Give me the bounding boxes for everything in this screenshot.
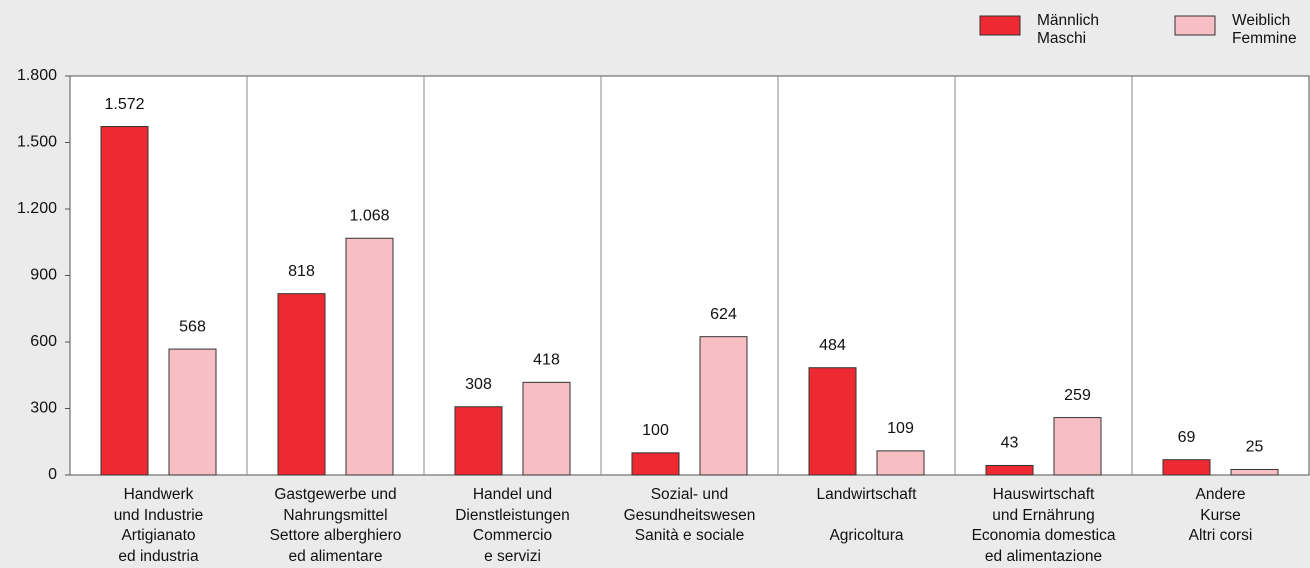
x-tick-label: Artigianato ed industria	[118, 527, 199, 565]
x-tick-label: Gastgewerbe und Nahrungsmittel	[274, 486, 397, 524]
value-label: 308	[465, 376, 492, 393]
value-label: 418	[533, 352, 560, 369]
legend-swatch	[1174, 15, 1216, 36]
bar	[345, 237, 394, 476]
value-label: 1.068	[349, 207, 389, 224]
value-label: 624	[710, 306, 737, 323]
y-tick-label: 0	[48, 466, 57, 483]
y-tick-label: 600	[30, 333, 57, 350]
value-label: 1.572	[104, 96, 144, 113]
y-tick-label: 300	[30, 400, 57, 417]
value-label: 109	[887, 420, 914, 437]
bar	[277, 293, 326, 476]
value-label: 25	[1246, 439, 1264, 456]
bar	[454, 406, 503, 476]
bar	[1162, 459, 1211, 476]
x-tick-label: Hauswirtschaft und Ernährung	[992, 486, 1095, 524]
x-tick-label: Sozial- und Gesundheitswesen	[623, 486, 756, 524]
value-label: 69	[1178, 429, 1196, 446]
bar	[985, 464, 1034, 476]
x-tick-label: Handel und Dienstleistungen	[455, 486, 570, 524]
x-tick-label: Handwerk und Industrie	[113, 486, 204, 524]
y-tick-label: 1.500	[17, 134, 57, 151]
bar	[876, 450, 925, 476]
x-tick-label: Settore alberghiero ed alimentare	[269, 527, 402, 565]
x-tick-label: Commercio e servizi	[472, 527, 553, 565]
x-tick-label: Landwirtschaft	[816, 486, 917, 503]
bar	[631, 452, 680, 476]
bar	[1230, 468, 1279, 476]
value-label: 259	[1064, 387, 1091, 404]
plot-area	[69, 75, 1310, 476]
value-label: 568	[179, 318, 206, 335]
bar	[522, 381, 571, 476]
y-tick-label: 900	[30, 267, 57, 284]
x-tick-label: Economia domestica ed alimentazione	[971, 527, 1116, 565]
x-tick-label: Agricoltura	[829, 527, 904, 544]
legend-label: Männlich Maschi	[1037, 12, 1100, 47]
bar	[168, 348, 217, 476]
value-label: 100	[642, 422, 669, 439]
x-tick-label: Altri corsi	[1188, 527, 1253, 544]
bar	[808, 367, 857, 476]
legend-swatch	[979, 15, 1021, 36]
x-tick-label: Andere Kurse	[1195, 486, 1246, 524]
value-label: 484	[819, 337, 846, 354]
x-tick-label: Sanità e sociale	[634, 527, 745, 544]
bar	[1053, 417, 1102, 476]
value-label: 818	[288, 263, 315, 280]
bar	[100, 126, 149, 476]
bar	[699, 336, 748, 476]
legend-label: Weiblich Femmine	[1232, 12, 1297, 47]
value-label: 43	[1001, 435, 1019, 452]
y-tick-label: 1.200	[17, 200, 57, 217]
y-tick-label: 1.800	[17, 67, 57, 84]
